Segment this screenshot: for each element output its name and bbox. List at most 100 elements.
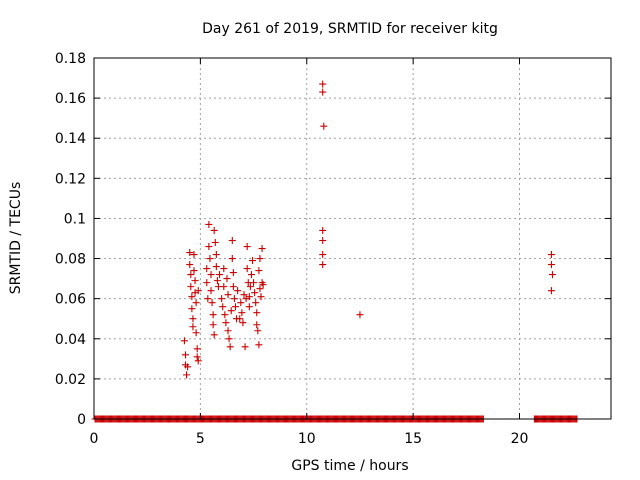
data-point	[259, 281, 267, 289]
x-tick-label: 10	[298, 431, 316, 447]
grid-lines	[94, 58, 611, 419]
chart-title: Day 261 of 2019, SRMTID for receiver kit…	[202, 21, 498, 37]
data-point	[219, 303, 227, 311]
y-tick-label: 0.02	[55, 372, 86, 388]
data-point	[225, 335, 233, 343]
y-tick-label: 0.1	[64, 211, 86, 227]
y-tick-label: 0.06	[55, 292, 86, 308]
data-point	[183, 371, 191, 379]
y-tick-label: 0.08	[55, 252, 86, 268]
data-point	[256, 285, 264, 293]
data-point	[190, 251, 198, 259]
data-point	[319, 237, 327, 245]
data-point	[234, 287, 242, 295]
data-point	[213, 277, 221, 285]
data-point	[246, 283, 254, 291]
data-point	[222, 319, 230, 327]
data-point	[192, 299, 200, 307]
data-point	[209, 321, 217, 329]
data-point	[257, 293, 265, 301]
axes: 0 0.02 0.04 0.06 0.08 0.1 0.12 0.14 0.16 0.18 0 5 10…	[55, 51, 611, 447]
x-tick-label: 20	[511, 431, 529, 447]
data-point	[239, 319, 247, 327]
data-point	[192, 329, 200, 337]
data-point	[189, 323, 197, 331]
data-point	[319, 251, 327, 259]
data-point	[230, 295, 238, 303]
data-point	[205, 243, 213, 251]
data-point	[547, 287, 555, 295]
data-point	[258, 245, 266, 253]
data-point	[237, 299, 245, 307]
y-axis-label: SRMTID / TECUs	[8, 182, 24, 295]
data-point	[247, 271, 255, 279]
data-point	[241, 343, 249, 351]
data-point	[229, 269, 237, 277]
data-point	[187, 271, 195, 279]
data-point	[243, 243, 251, 251]
data-point	[319, 88, 327, 96]
data-point	[228, 255, 236, 263]
data-point	[240, 291, 248, 299]
data-point	[184, 363, 192, 371]
data-point	[207, 287, 215, 295]
data-point	[250, 279, 258, 287]
data-point	[548, 271, 556, 279]
data-point	[356, 311, 364, 319]
data-point	[252, 299, 260, 307]
data-point	[253, 309, 261, 317]
data-point	[206, 255, 214, 263]
data-point	[188, 293, 196, 301]
data-point	[224, 327, 232, 335]
data-point	[193, 353, 201, 361]
plot-frame	[93, 57, 612, 420]
data-point	[249, 257, 257, 265]
data-point	[224, 291, 232, 299]
data-point	[319, 80, 327, 88]
data-point	[238, 309, 246, 317]
y-tick-label: 0.04	[55, 332, 86, 348]
y-tick-label: 0.14	[55, 131, 86, 147]
data-point	[194, 357, 202, 365]
data-point	[319, 261, 327, 269]
data-point	[253, 321, 261, 329]
data-point	[255, 341, 263, 349]
data-point	[223, 275, 231, 283]
data-point	[229, 283, 237, 291]
data-point	[207, 271, 215, 279]
data-point	[220, 265, 228, 273]
y-tick-label: 0.18	[55, 51, 86, 67]
data-point	[547, 261, 555, 269]
data-point	[194, 287, 202, 295]
x-tick-label: 5	[196, 431, 205, 447]
y-tick-label: 0.16	[55, 91, 86, 107]
data-point	[254, 327, 262, 335]
data-point	[205, 220, 213, 228]
data-point	[245, 293, 253, 301]
data-point	[186, 261, 194, 269]
data-point	[212, 263, 220, 271]
y-tick-label: 0	[77, 412, 86, 428]
data-point	[190, 267, 198, 275]
x-axis-label: GPS time / hours	[291, 458, 408, 474]
data-point	[191, 277, 199, 285]
data-point	[216, 271, 224, 279]
data-point	[212, 251, 220, 259]
data-point	[256, 255, 264, 263]
data-point	[186, 249, 194, 257]
data-point	[320, 122, 328, 130]
data-point	[204, 295, 212, 303]
data-point	[188, 305, 196, 313]
data-point	[210, 331, 218, 339]
y-tick-label: 0.12	[55, 171, 86, 187]
data-point	[255, 267, 263, 275]
data-point	[243, 265, 251, 273]
data-point	[228, 237, 236, 245]
data-point	[209, 311, 217, 319]
x-tick-label: 0	[90, 431, 99, 447]
data-point	[245, 303, 253, 311]
data-point	[211, 239, 219, 247]
x-tick-label: 15	[404, 431, 422, 447]
data-point	[227, 307, 235, 315]
data-point	[181, 351, 189, 359]
